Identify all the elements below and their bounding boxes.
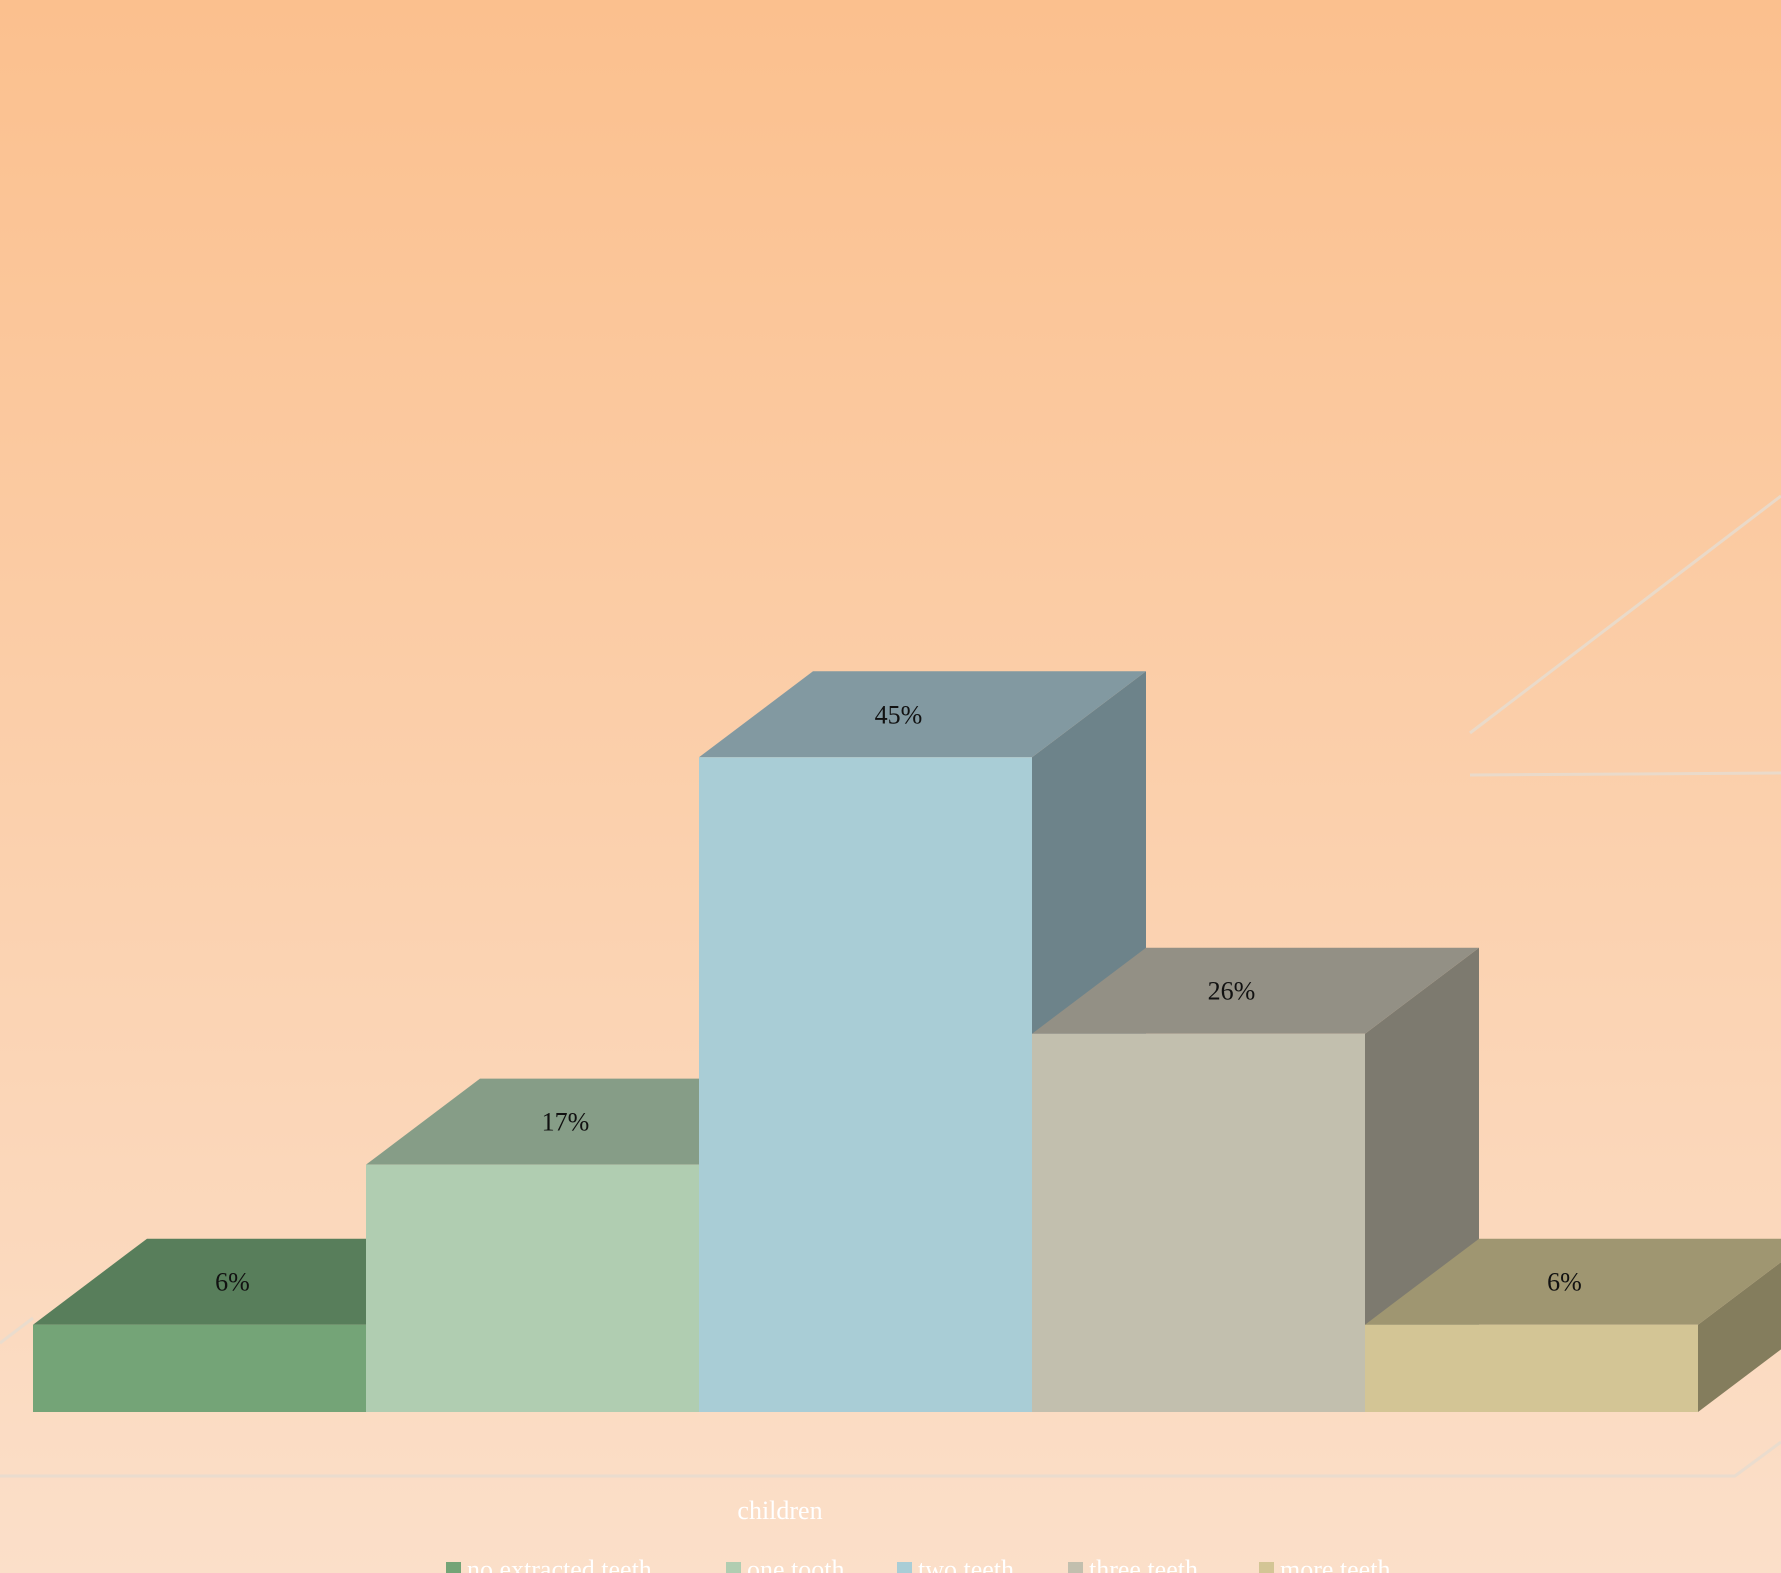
data-label-1: 6% xyxy=(215,1268,250,1297)
bar-top-4 xyxy=(1032,947,1479,1034)
legend-swatch-1 xyxy=(446,1562,461,1573)
legend-item-2: one tooth xyxy=(726,1555,845,1573)
bar-side-5 xyxy=(1698,1262,1781,1412)
legend: no extracted teeth one tooth two teeth thre… xyxy=(446,1555,1390,1573)
legend-item-4: three teeth xyxy=(1068,1555,1198,1573)
gridline-back-horizontal xyxy=(1469,771,1781,777)
bar-top-5 xyxy=(1365,1238,1781,1325)
data-label-5: 6% xyxy=(1547,1268,1582,1297)
legend-swatch-5 xyxy=(1259,1562,1274,1573)
bar-5 xyxy=(1365,1238,1781,1412)
data-labels: 6% 17% 45% 26% 6% xyxy=(215,700,1582,1296)
gridline-back-diagonal xyxy=(1469,494,1781,735)
bar-front-3 xyxy=(699,757,1032,1412)
bar-front-2 xyxy=(366,1164,699,1412)
bar-front-5 xyxy=(1365,1324,1698,1412)
floor-edge xyxy=(0,1440,1781,1478)
data-label-4: 26% xyxy=(1208,977,1256,1006)
bar-top-3 xyxy=(699,671,1146,758)
legend-swatch-3 xyxy=(897,1562,912,1573)
legend-swatch-4 xyxy=(1068,1562,1083,1573)
gridline-left-diagonal xyxy=(0,1316,34,1345)
legend-item-5: more teeth xyxy=(1259,1555,1390,1573)
legend-label-4: three teeth xyxy=(1089,1555,1198,1573)
legend-swatch-2 xyxy=(726,1562,741,1573)
bars xyxy=(33,671,1781,1412)
legend-label-3: two teeth xyxy=(918,1555,1014,1573)
data-label-2: 17% xyxy=(542,1108,590,1137)
legend-label-5: more teeth xyxy=(1280,1555,1390,1573)
gridlines xyxy=(0,494,1781,1478)
bar-front-4 xyxy=(1032,1033,1365,1412)
legend-label-1: no extracted teeth xyxy=(467,1555,652,1573)
legend-item-1: no extracted teeth xyxy=(446,1555,652,1573)
x-axis-title: children xyxy=(737,1496,822,1525)
legend-label-2: one tooth xyxy=(747,1555,845,1573)
data-label-3: 45% xyxy=(875,700,923,729)
legend-item-3: two teeth xyxy=(897,1555,1014,1573)
bar-front-1 xyxy=(33,1324,366,1412)
